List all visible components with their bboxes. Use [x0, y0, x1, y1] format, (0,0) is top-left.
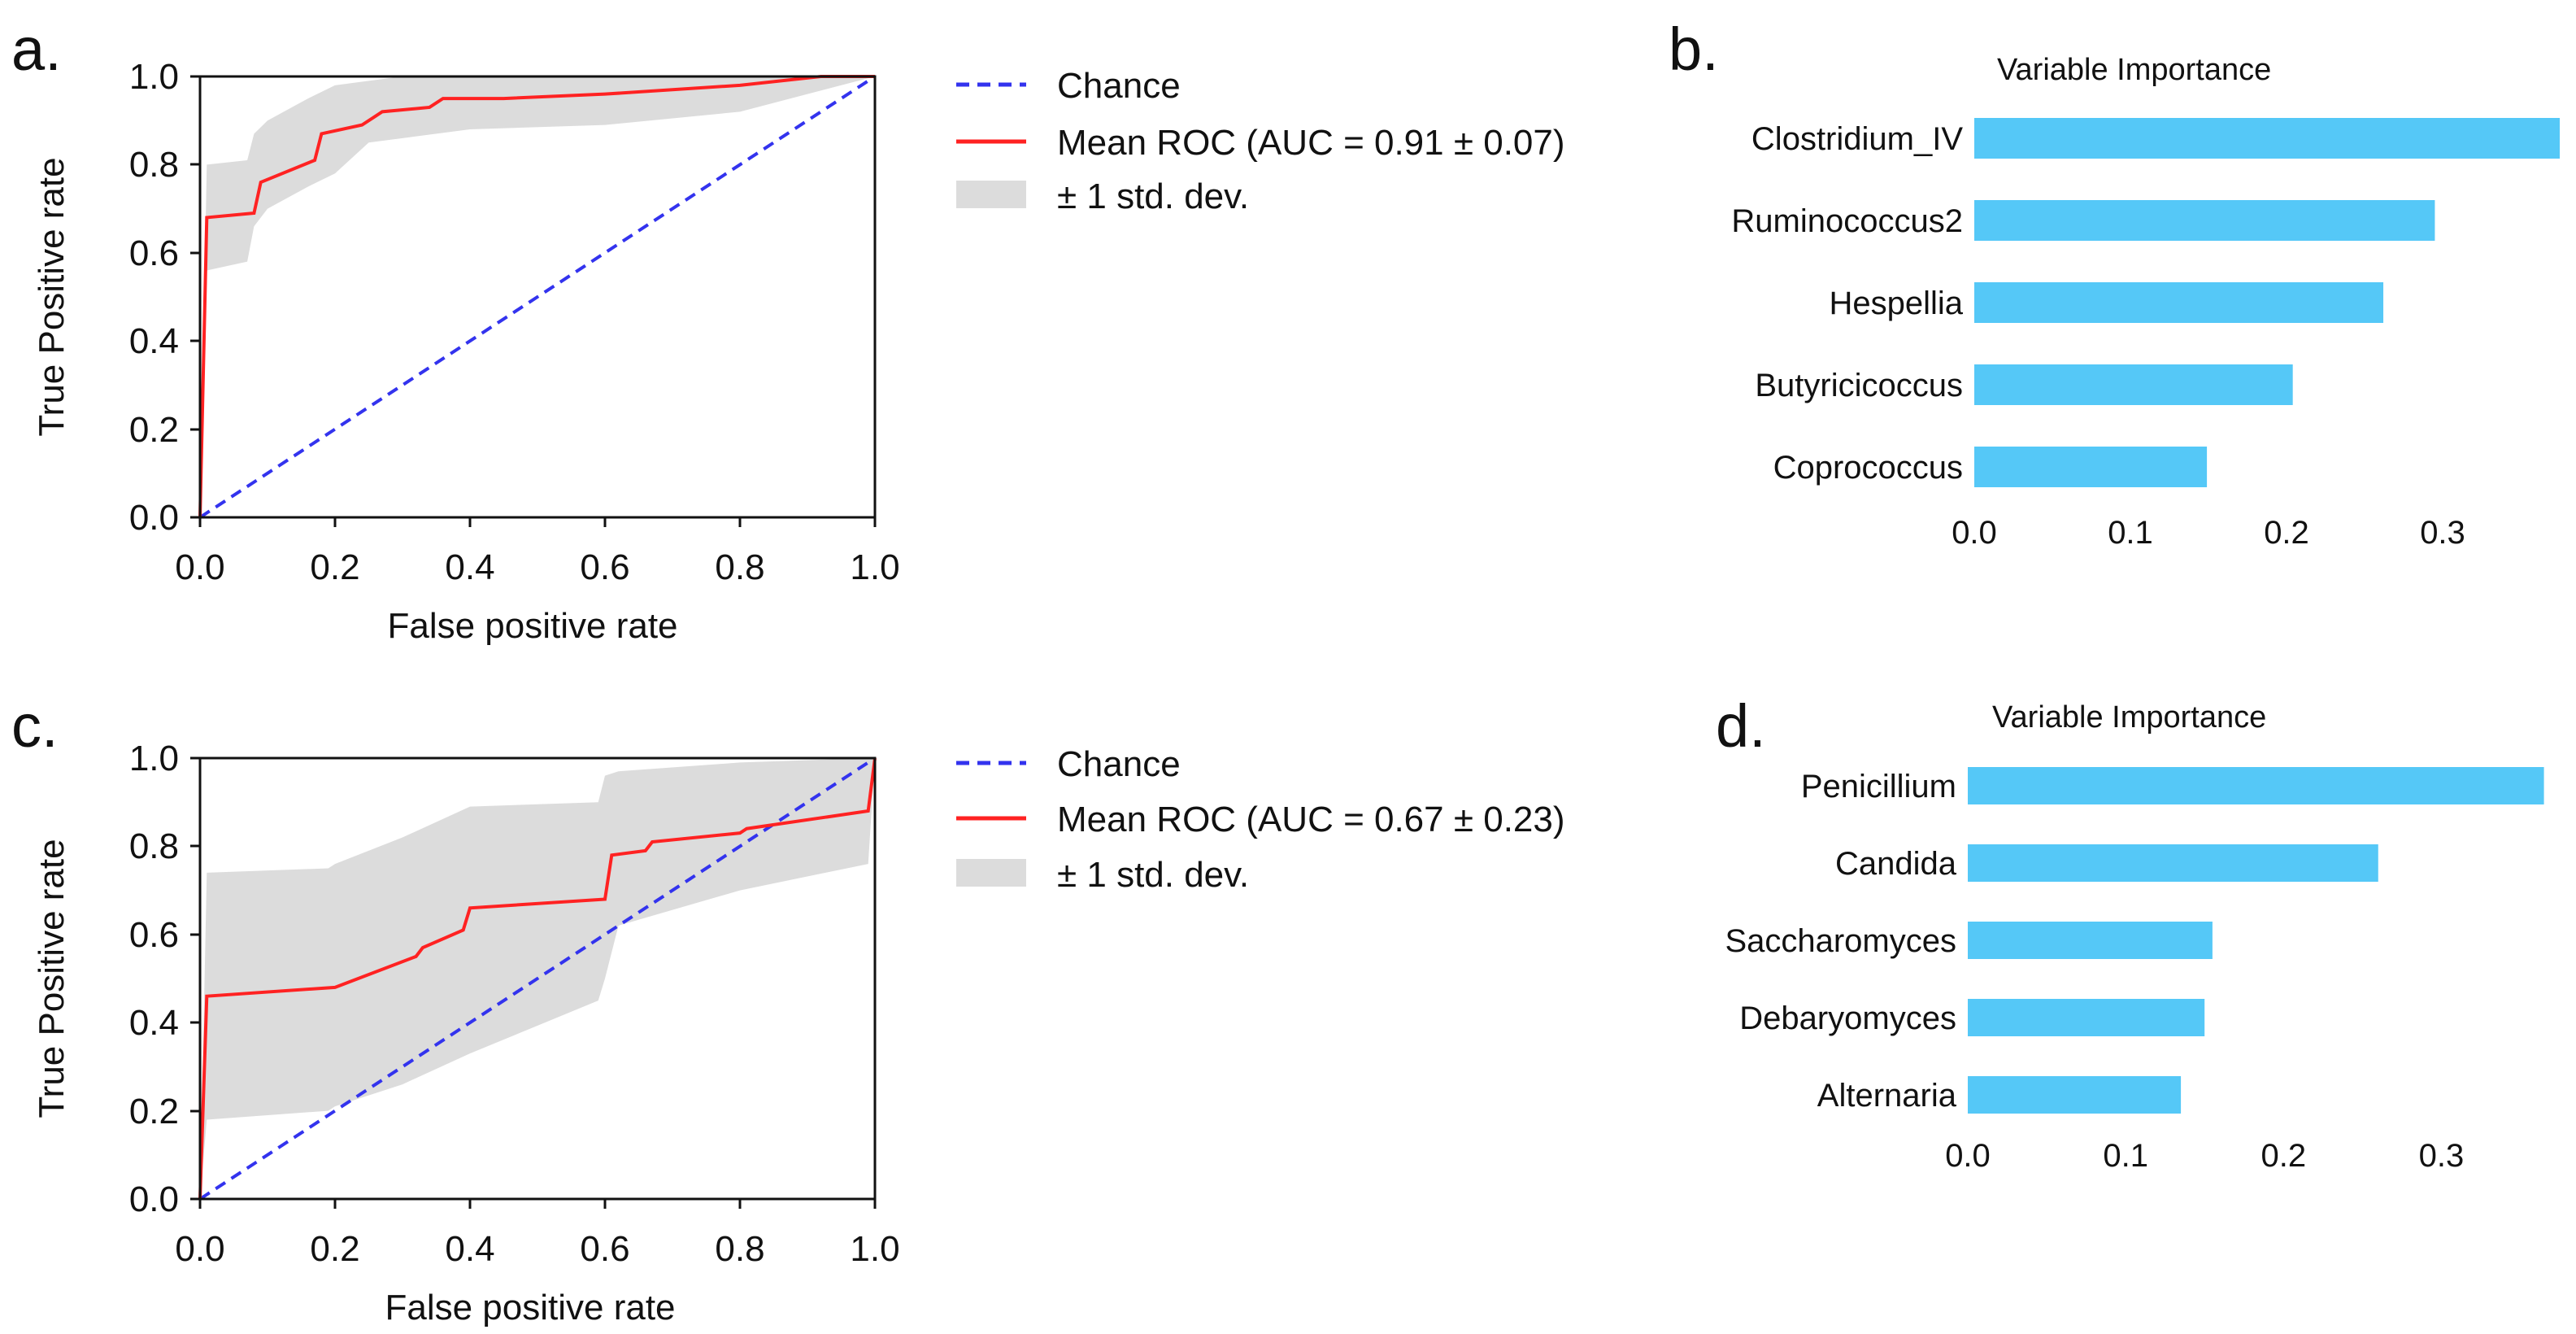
bar-b-bar-hespellia	[1974, 282, 2384, 323]
bar-d-bar-saccharomyces	[1968, 922, 2213, 959]
roc-c-ytick-label: 0.0	[129, 1179, 179, 1219]
bar-b-bar-butyricicoccus	[1974, 364, 2293, 405]
bar-d-label-debaryomyces: Debaryomyces	[1739, 1000, 1956, 1036]
roc-a-band-group	[200, 76, 875, 517]
roc-a-legend-chance-label: Chance	[1057, 66, 1181, 106]
roc-a-std-band	[200, 76, 875, 517]
roc-c-x-ticks: 0.0 0.2 0.4 0.6 0.8 1.0	[175, 1199, 900, 1269]
panel-letter-d: d.	[1716, 692, 1766, 760]
roc-c-y-axis-label: True Positive rate	[32, 839, 72, 1118]
roc-c-xtick-label: 1.0	[850, 1229, 899, 1269]
roc-a-xtick-label: 0.6	[580, 547, 629, 587]
roc-a-xtick-label: 0.8	[715, 547, 764, 587]
roc-a-ytick-label: 0.6	[129, 233, 179, 273]
roc-c-xtick-label: 0.4	[445, 1229, 494, 1269]
bar-b-label-hespellia: Hespellia	[1829, 286, 1963, 321]
roc-c-chance-line	[198, 756, 877, 1201]
roc-chart-a: 0.0 0.2 0.4 0.6 0.8 1.0 0.0 0.2 0.4 0.6 …	[32, 57, 1565, 646]
roc-a-mean-roc-line	[198, 75, 875, 518]
bar-b-bar-coprococcus	[1974, 447, 2208, 487]
roc-a-y-ticks: 0.0 0.2 0.4 0.6 0.8 1.0	[129, 57, 200, 538]
bar-d-bar-penicillium	[1968, 767, 2544, 804]
bar-d-xtick-label: 0.3	[2419, 1138, 2465, 1174]
roc-c-xtick-label: 0.2	[310, 1229, 359, 1269]
roc-c-plot-frame	[198, 756, 877, 1201]
roc-c-legend-chance-label: Chance	[1057, 744, 1181, 784]
roc-c-ytick-label: 0.4	[129, 1003, 179, 1043]
bar-d-bar-debaryomyces	[1968, 999, 2205, 1036]
bar-b-label-coprococcus: Coprococcus	[1773, 450, 1963, 486]
bar-b-label-ruminococcus2: Ruminococcus2	[1731, 203, 1963, 239]
roc-c-xtick-label: 0.0	[175, 1229, 224, 1269]
roc-a-xtick-label: 0.4	[445, 547, 494, 587]
bar-b-title: Variable Importance	[1997, 53, 2271, 87]
roc-c-x-axis-label: False positive rate	[385, 1288, 675, 1327]
bar-b-bar-clostridium-iv	[1974, 118, 2560, 159]
bar-chart-d: Variable Importance Penicillium Candida …	[1725, 700, 2544, 1174]
roc-a-legend-band-label: ± 1 std. dev.	[1057, 177, 1249, 216]
roc-a-xtick-label: 1.0	[850, 547, 899, 587]
bar-b-category-labels: Clostridium_IV Ruminococcus2 Hespellia B…	[1731, 121, 1963, 486]
bar-b-bar-ruminococcus2	[1974, 200, 2435, 241]
bar-d-label-penicillium: Penicillium	[1801, 769, 1956, 804]
bar-d-label-saccharomyces: Saccharomyces	[1725, 923, 1956, 959]
roc-a-legend-roc-label: Mean ROC (AUC = 0.91 ± 0.07)	[1057, 123, 1565, 163]
bar-d-category-labels: Penicillium Candida Saccharomyces Debary…	[1725, 769, 1956, 1114]
bar-d-xtick-label: 0.0	[1945, 1138, 1991, 1174]
roc-c-legend: Chance Mean ROC (AUC = 0.67 ± 0.23) ± 1 …	[956, 744, 1565, 895]
bar-b-label-clostridium-iv: Clostridium_IV	[1751, 121, 1963, 157]
roc-a-ytick-label: 0.0	[129, 498, 179, 538]
bar-b-bars	[1974, 118, 2560, 487]
bar-d-bar-alternaria	[1968, 1076, 2182, 1114]
roc-chart-c: 0.0 0.2 0.4 0.6 0.8 1.0 0.0 0.2 0.4 0.6 …	[32, 739, 1565, 1327]
bar-b-xtick-label: 0.3	[2420, 515, 2465, 551]
bar-d-label-candida: Candida	[1835, 846, 1957, 882]
roc-c-mean-roc-line	[198, 757, 877, 1200]
roc-c-legend-band-swatch	[956, 859, 1026, 887]
roc-c-y-ticks: 0.0 0.2 0.4 0.6 0.8 1.0	[129, 739, 200, 1219]
bar-d-bars	[1968, 767, 2544, 1114]
bar-b-xtick-label: 0.1	[2108, 515, 2153, 551]
roc-c-legend-roc-label: Mean ROC (AUC = 0.67 ± 0.23)	[1057, 800, 1565, 839]
roc-a-x-ticks: 0.0 0.2 0.4 0.6 0.8 1.0	[175, 517, 900, 587]
roc-c-xtick-label: 0.6	[580, 1229, 629, 1269]
bar-d-title: Variable Importance	[1992, 700, 2266, 735]
panel-letter-c: c.	[11, 692, 59, 760]
roc-a-ytick-label: 0.8	[129, 145, 179, 185]
bar-b-xtick-label: 0.2	[2264, 515, 2309, 551]
roc-c-ytick-label: 0.8	[129, 826, 179, 866]
bar-b-xtick-label: 0.0	[1952, 515, 1997, 551]
roc-a-xtick-label: 0.0	[175, 547, 224, 587]
roc-c-xtick-label: 0.8	[715, 1229, 764, 1269]
bar-d-x-ticks: 0.0 0.1 0.2 0.3	[1945, 1138, 2464, 1174]
roc-a-xtick-label: 0.2	[310, 547, 359, 587]
roc-a-ytick-label: 0.2	[129, 410, 179, 450]
roc-c-ytick-label: 0.6	[129, 915, 179, 955]
roc-c-ytick-label: 0.2	[129, 1092, 179, 1131]
bar-chart-b: Variable Importance Clostridium_IV Rumin…	[1731, 53, 2560, 551]
bar-b-label-butyricicoccus: Butyricicoccus	[1755, 368, 1963, 403]
roc-c-legend-band-label: ± 1 std. dev.	[1057, 855, 1249, 895]
roc-a-ytick-label: 1.0	[129, 57, 179, 97]
roc-a-ytick-label: 0.4	[129, 321, 179, 361]
bar-d-xtick-label: 0.2	[2261, 1138, 2306, 1174]
roc-a-legend-band-swatch	[956, 181, 1026, 208]
roc-a-x-axis-label: False positive rate	[387, 606, 677, 646]
roc-a-legend: Chance Mean ROC (AUC = 0.91 ± 0.07) ± 1 …	[956, 66, 1565, 216]
roc-a-chance-line	[198, 75, 877, 519]
bar-b-x-ticks: 0.0 0.1 0.2 0.3	[1952, 515, 2465, 551]
bar-d-label-alternaria: Alternaria	[1817, 1078, 1957, 1114]
roc-c-ytick-label: 1.0	[129, 739, 179, 778]
panel-letter-b: b.	[1669, 15, 1719, 83]
bar-d-bar-candida	[1968, 844, 2378, 882]
roc-a-y-axis-label: True Positive rate	[32, 157, 72, 436]
bar-d-xtick-label: 0.1	[2103, 1138, 2148, 1174]
roc-a-plot-frame	[198, 75, 877, 519]
panel-letter-a: a.	[11, 15, 62, 83]
